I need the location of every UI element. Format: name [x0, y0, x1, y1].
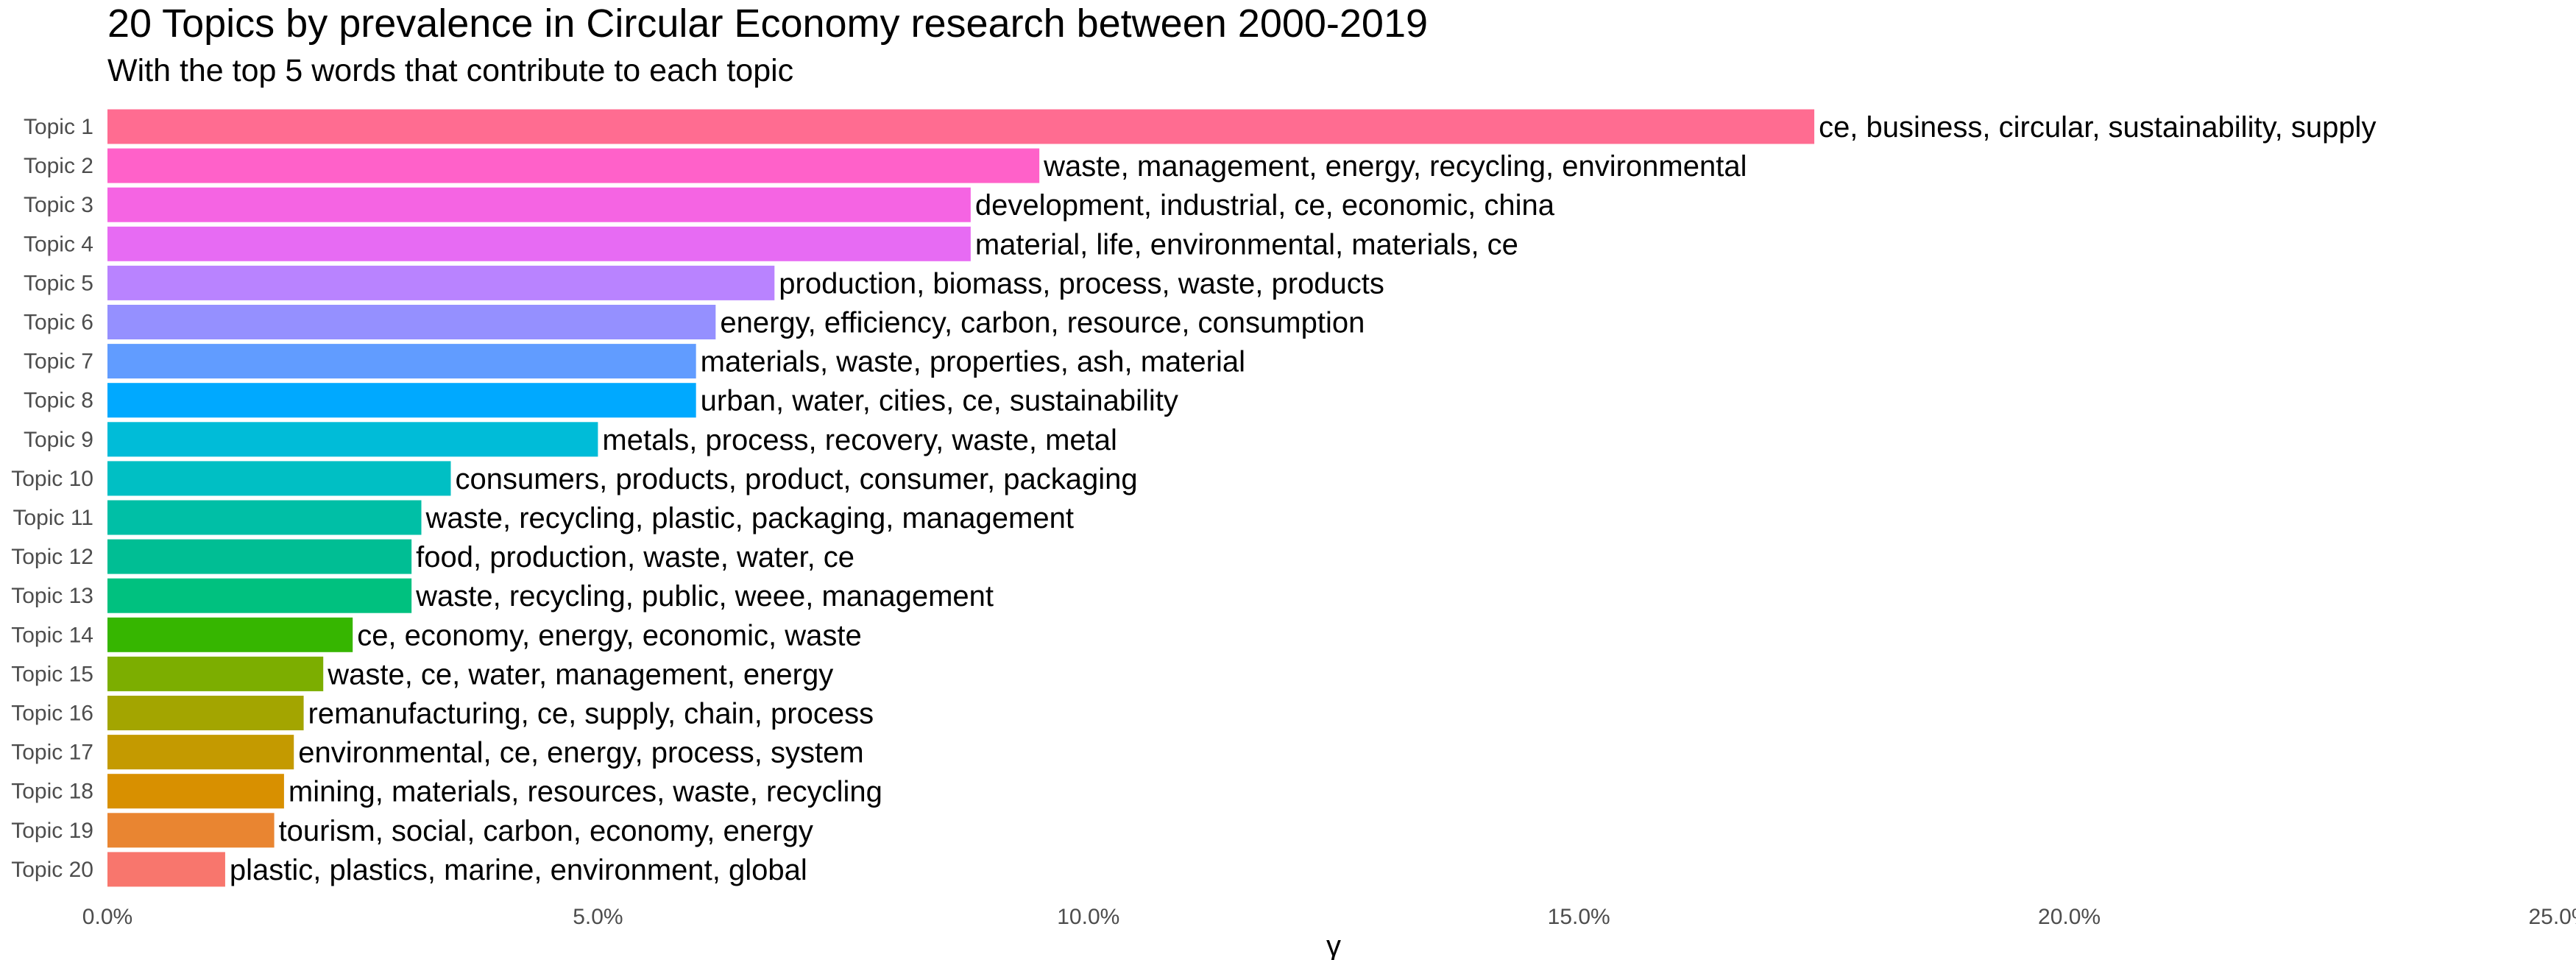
- y-tick-label: Topic 10: [11, 467, 93, 491]
- bar-label-20: plastic, plastics, marine, environment, …: [230, 854, 807, 886]
- bar-20: [107, 852, 225, 887]
- bar-3: [107, 187, 971, 222]
- y-tick-label: Topic 14: [11, 623, 93, 647]
- x-tick-label: 10.0%: [1057, 905, 1119, 929]
- bar-label-8: urban, water, cities, ce, sustainability: [701, 385, 1178, 417]
- bar-label-7: materials, waste, properties, ash, mater…: [701, 346, 1245, 378]
- y-tick-label: Topic 3: [24, 193, 93, 217]
- bar-14: [107, 617, 353, 652]
- bar-label-2: waste, management, energy, recycling, en…: [1043, 150, 1747, 183]
- bar-18: [107, 774, 284, 809]
- x-axis-ticks: 0.0% 5.0% 10.0% 15.0% 20.0% 25.0%: [82, 905, 2576, 929]
- y-tick-label: Topic 17: [11, 741, 93, 765]
- x-tick-label: 25.0%: [2528, 905, 2576, 929]
- y-tick-label: Topic 9: [24, 428, 93, 452]
- bar-13: [107, 578, 412, 613]
- y-tick-label: Topic 1: [24, 115, 93, 139]
- y-tick-label: Topic 20: [11, 858, 93, 882]
- bar-label-4: material, life, environmental, materials…: [975, 228, 1518, 261]
- y-axis-ticks: Topic 1 Topic 2 Topic 3 Topic 4 Topic 5 Topic…: [11, 115, 93, 882]
- bar-labels-layer: ce, business, circular, sustainability, …: [230, 111, 2377, 886]
- chart-title: 20 Topics by prevalence in Circular Econ…: [107, 1, 1429, 46]
- x-tick-label: 20.0%: [2038, 905, 2101, 929]
- bar-label-17: environmental, ce, energy, process, syst…: [298, 737, 863, 769]
- bar-17: [107, 735, 294, 770]
- bar-label-18: mining, materials, resources, waste, rec…: [289, 776, 882, 808]
- y-tick-label: Topic 18: [11, 780, 93, 804]
- chart-subtitle: With the top 5 words that contribute to …: [107, 53, 794, 88]
- bar-19: [107, 813, 275, 848]
- bar-label-3: development, industrial, ce, economic, c…: [975, 189, 1555, 222]
- bar-4: [107, 226, 971, 261]
- y-tick-label: Topic 2: [24, 154, 93, 178]
- bar-2: [107, 148, 1040, 183]
- y-tick-label: Topic 5: [24, 271, 93, 295]
- bar-8: [107, 383, 696, 418]
- x-axis-title: γ: [1326, 930, 1341, 960]
- y-tick-label: Topic 6: [24, 311, 93, 335]
- y-tick-label: Topic 7: [24, 350, 93, 374]
- bar-label-12: food, production, waste, water, ce: [416, 541, 854, 573]
- bar-11: [107, 500, 422, 535]
- x-tick-label: 0.0%: [82, 905, 132, 929]
- bar-label-16: remanufacturing, ce, supply, chain, proc…: [308, 698, 874, 730]
- y-tick-label: Topic 19: [11, 819, 93, 843]
- y-tick-label: Topic 12: [11, 545, 93, 569]
- bar-6: [107, 305, 716, 339]
- y-tick-label: Topic 13: [11, 584, 93, 608]
- bar-label-15: waste, ce, water, management, energy: [327, 658, 833, 691]
- bar-5: [107, 265, 775, 300]
- y-tick-label: Topic 8: [24, 389, 93, 413]
- bar-label-13: waste, recycling, public, weee, manageme…: [415, 580, 994, 613]
- x-tick-label: 15.0%: [1548, 905, 1610, 929]
- y-tick-label: Topic 4: [24, 232, 93, 256]
- bars-layer: [107, 109, 1815, 887]
- bar-label-6: energy, efficiency, carbon, resource, co…: [720, 307, 1365, 339]
- bar-16: [107, 696, 304, 730]
- bar-label-9: metals, process, recovery, waste, metal: [602, 424, 1117, 456]
- bar-label-14: ce, economy, energy, economic, waste: [357, 619, 862, 652]
- x-tick-label: 5.0%: [573, 905, 623, 929]
- bar-label-11: waste, recycling, plastic, packaging, ma…: [425, 502, 1073, 534]
- y-tick-label: Topic 15: [11, 662, 93, 686]
- bar-12: [107, 539, 412, 574]
- y-tick-label: Topic 11: [13, 506, 93, 530]
- bar-15: [107, 656, 324, 691]
- bar-label-10: consumers, products, product, consumer, …: [455, 463, 1137, 495]
- bar-label-19: tourism, social, carbon, economy, energy: [279, 815, 813, 847]
- bar-9: [107, 422, 598, 457]
- bar-10: [107, 461, 451, 496]
- y-tick-label: Topic 16: [11, 702, 93, 726]
- bar-1: [107, 109, 1815, 144]
- bar-label-5: production, biomass, process, waste, pro…: [779, 267, 1384, 300]
- bar-label-1: ce, business, circular, sustainability, …: [1819, 111, 2376, 144]
- bar-7: [107, 344, 696, 379]
